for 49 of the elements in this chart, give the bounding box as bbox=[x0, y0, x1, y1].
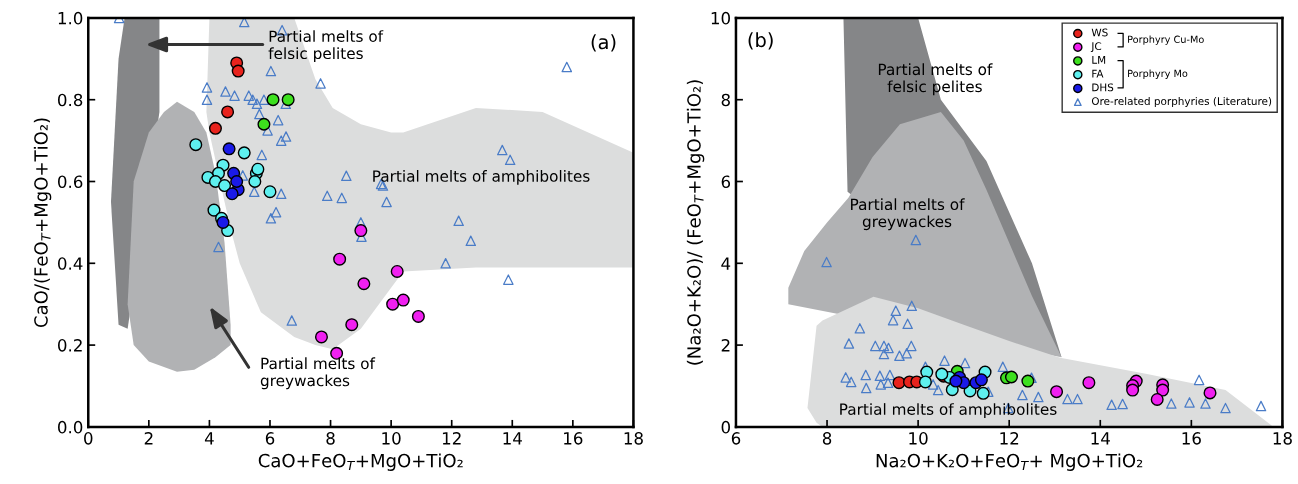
y-tick-label: 1.0 bbox=[58, 11, 83, 25]
x-tick-label: 12 bbox=[1000, 432, 1019, 445]
x-tick-label: 2 bbox=[144, 432, 153, 445]
x-tick-label: 10 bbox=[382, 432, 401, 445]
legend-label: Ore-related porphyries (Literature) bbox=[1091, 96, 1272, 108]
x-tick-label: 14 bbox=[1091, 432, 1110, 445]
x-tick-label: 14 bbox=[503, 432, 522, 445]
annotation: Partial melts of felsic pelites bbox=[268, 30, 384, 63]
annotation: Partial melts of felsic pelites bbox=[878, 63, 993, 96]
y-tick-label: 8 bbox=[721, 93, 730, 107]
y-tick-label: 0.2 bbox=[58, 339, 82, 352]
annotation: Partial melts of greywackes bbox=[851, 198, 965, 231]
x-tick-label: 0 bbox=[84, 432, 93, 445]
x-axis-title: Na₂O+K₂O+FeO$_{T}$+ MgO+TiO₂ bbox=[876, 453, 1143, 471]
y-tick-label: 0.0 bbox=[58, 420, 83, 434]
x-tick-label: 10 bbox=[909, 432, 928, 445]
x-tick-label: 18 bbox=[624, 432, 643, 445]
x-axis-title: CaO+FeO$_{T}$+MgO+TiO₂ bbox=[258, 453, 463, 471]
legend-label: DHS bbox=[1092, 83, 1114, 92]
y-tick-label: 0 bbox=[721, 420, 730, 434]
x-tick-label: 16 bbox=[564, 432, 583, 445]
y-tick-label: 10 bbox=[711, 11, 730, 25]
legend-label: JC bbox=[1090, 42, 1102, 53]
x-tick-label: 6 bbox=[731, 432, 741, 445]
y-tick-label: 0.4 bbox=[58, 257, 83, 270]
x-tick-label: 8 bbox=[326, 432, 335, 445]
annotation: Partial melts of amphibolites bbox=[840, 403, 1057, 418]
annotation: Partial melts of amphibolites bbox=[373, 170, 590, 185]
annotation: Partial melts of greywackes bbox=[260, 357, 376, 390]
y-axis-title: CaO/(FeO$_{T}$+MgO+TiO₂) bbox=[33, 118, 52, 328]
annotation: Porphyry Mo bbox=[1128, 69, 1188, 79]
y-axis-title: (Na₂O+K₂O)/ (FeO$_{T}$+MgO+TiO₂) bbox=[686, 80, 705, 365]
y-tick-label: 4 bbox=[721, 257, 731, 270]
x-tick-label: 12 bbox=[442, 432, 461, 445]
legend-label: LM bbox=[1092, 56, 1106, 64]
x-tick-label: 4 bbox=[204, 432, 214, 445]
y-tick-label: 2 bbox=[721, 339, 730, 352]
x-tick-label: 18 bbox=[1273, 432, 1292, 445]
x-tick-label: 8 bbox=[822, 432, 832, 445]
x-tick-label: 16 bbox=[1182, 432, 1201, 445]
y-tick-label: 0.8 bbox=[58, 93, 83, 107]
annotation: (b) bbox=[748, 32, 773, 50]
annotation: (a) bbox=[591, 34, 616, 52]
legend-label: FA bbox=[1092, 69, 1104, 78]
y-tick-label: 0.6 bbox=[58, 175, 83, 189]
x-tick-label: 6 bbox=[265, 432, 275, 445]
annotation: Porphyry Cu-Mo bbox=[1128, 35, 1204, 45]
legend-label: WS bbox=[1091, 28, 1108, 37]
y-tick-label: 6 bbox=[721, 175, 731, 189]
